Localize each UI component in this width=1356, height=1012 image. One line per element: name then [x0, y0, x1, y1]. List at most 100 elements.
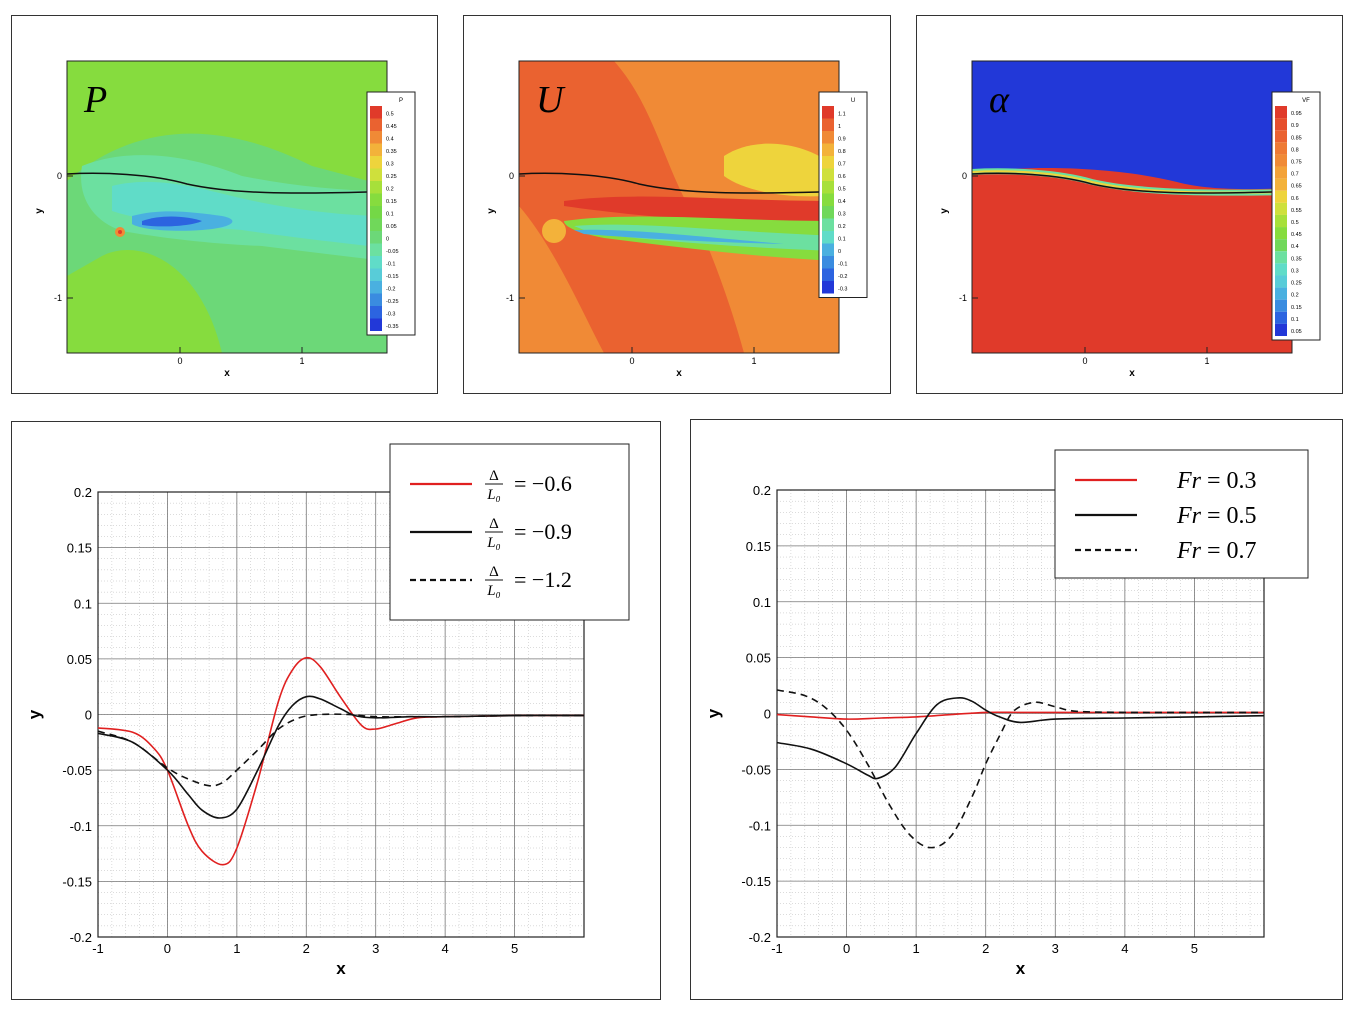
colorbar-swatch	[370, 156, 382, 169]
y-tick-label: 0	[962, 171, 967, 181]
x-tick-label: 0	[843, 941, 850, 956]
y-axis-label: y	[34, 208, 45, 214]
legend-entry-label: = 0.3	[1207, 468, 1257, 494]
legend-entry-label: = 0.7	[1207, 538, 1257, 564]
field-volume-fraction	[971, 61, 1293, 353]
chart-panel-froude: -1 0 1 2 3 4 5 0.2 0.15 0.1 0.05 0 -0.05 -0.1 -0.15 -0.…	[690, 419, 1343, 1000]
colorbar-level-label: -0.2	[838, 274, 847, 280]
colorbar-swatch	[370, 106, 382, 119]
colorbar-level-label: 0.1	[386, 211, 394, 217]
colorbar-title: VF	[1302, 98, 1310, 104]
colorbar-swatch	[1275, 166, 1287, 179]
x-tick-label: 2	[303, 941, 310, 956]
y-tick-label: -0.05	[741, 762, 771, 777]
colorbar-swatch	[1275, 323, 1287, 336]
colorbar-level-label: 0.65	[1291, 184, 1302, 190]
x-tick-label: 1	[913, 941, 920, 956]
colorbar-swatch	[370, 293, 382, 306]
legend-fraction-numerator: Δ	[489, 564, 499, 580]
colorbar-level-label: 0.4	[838, 199, 846, 205]
colorbar-swatch	[370, 131, 382, 144]
colorbar-level-label: 0	[386, 236, 389, 242]
x-axis-label: x	[1016, 959, 1026, 978]
legend-fraction-denominator: L₀	[486, 535, 501, 551]
y-axis-label: y	[25, 709, 44, 719]
colorbar-swatch	[822, 118, 834, 131]
colorbar-swatch	[1275, 251, 1287, 264]
x-tick-label: 4	[442, 941, 449, 956]
colorbar-volume-fraction: VF 0.95 0.9 0.85 0.8 0.75 0.7 0.65 0.6 0.55 0.5 0.4…	[1271, 91, 1321, 341]
colorbar-swatch	[370, 256, 382, 269]
legend: Fr = 0.3Fr = 0.5Fr = 0.7	[1054, 449, 1309, 579]
y-tick-label: 0	[57, 171, 62, 181]
line-chart-froude: -1 0 1 2 3 4 5 0.2 0.15 0.1 0.05 0 -0.05 -0.1 -0.15 -0.…	[704, 449, 1309, 978]
x-tick-label: 1	[1204, 356, 1209, 366]
colorbar-swatch	[1275, 178, 1287, 191]
colorbar-swatch	[822, 131, 834, 144]
colorbar-level-label: 0.2	[1291, 293, 1299, 299]
colorbar-swatch	[1275, 263, 1287, 276]
colorbar-level-label: 0.35	[386, 149, 397, 155]
colorbar-level-label: 0.5	[1291, 220, 1299, 226]
y-tick-label: -1	[506, 293, 514, 303]
colorbar-level-label: 0.5	[838, 186, 846, 192]
x-tick-label: -1	[771, 941, 783, 956]
x-tick-label: 1	[233, 941, 240, 956]
y-tick-label: -0.2	[70, 930, 92, 945]
colorbar-level-label: 1.1	[838, 111, 846, 117]
colorbar-level-label: 0.45	[386, 124, 397, 130]
x-axis-label: x	[676, 368, 682, 379]
y-tick-label: 0.15	[746, 539, 771, 554]
colorbar-level-label: -0.2	[386, 286, 395, 292]
y-tick-label: -0.1	[70, 819, 92, 834]
colorbar-swatch	[1275, 154, 1287, 167]
y-tick-label: -0.05	[62, 763, 92, 778]
y-tick-label: 0.05	[67, 652, 92, 667]
x-tick-label: 0	[629, 356, 634, 366]
colorbar-swatch	[370, 181, 382, 194]
legend-fraction-denominator: L₀	[486, 583, 501, 599]
colorbar-velocity: U 1.1 1 0.9 0.8 0.7 0.6 0.5 0.4 0.3 0.2 0.1 0 -0.1 -0.…	[818, 91, 868, 298]
colorbar-level-label: 0.7	[1291, 172, 1299, 178]
colorbar-swatch	[822, 218, 834, 231]
colorbar-level-label: -0.25	[386, 299, 399, 305]
colorbar-level-label: 0.1	[838, 236, 846, 242]
y-tick-label: -0.15	[741, 874, 771, 889]
field-symbol-volume-fraction: α	[989, 79, 1010, 121]
colorbar-level-label: 1	[838, 124, 841, 130]
colorbar-level-label: 0.05	[1291, 329, 1302, 335]
colorbar-level-label: 0.3	[386, 161, 394, 167]
x-tick-label: 0	[1082, 356, 1087, 366]
series-line-1	[97, 656, 585, 866]
colorbar-level-label: 0.05	[386, 224, 397, 230]
y-tick-label: -1	[54, 293, 62, 303]
y-tick-label: 0	[764, 707, 771, 722]
contour-panel-volume-fraction: 0 1 0 -1 x y α VF 0.95 0.9 0.85 0.8 0.75 0.7 0.65 0.6…	[916, 15, 1343, 394]
colorbar-level-label: 0.9	[838, 136, 846, 142]
x-axis-label: x	[224, 368, 230, 379]
colorbar-swatch	[370, 206, 382, 219]
colorbar-level-label: 0.55	[1291, 208, 1302, 214]
x-axis-label: x	[336, 959, 346, 978]
y-tick-label: -0.2	[749, 930, 771, 945]
colorbar-swatch	[1275, 299, 1287, 312]
y-tick-label: -0.15	[62, 874, 92, 889]
colorbar-title: U	[851, 98, 855, 104]
colorbar-level-label: 0.2	[386, 186, 394, 192]
x-tick-label: 4	[1121, 941, 1128, 956]
colorbar-level-label: -0.1	[386, 261, 395, 267]
legend-fraction-numerator: Δ	[489, 516, 499, 532]
colorbar-swatch	[822, 231, 834, 244]
field-symbol-velocity: U	[536, 79, 566, 121]
colorbar-swatch	[822, 256, 834, 269]
colorbar-swatch	[822, 206, 834, 219]
colorbar-level-label: 0.4	[1291, 244, 1299, 250]
y-tick-label: 0.05	[746, 651, 771, 666]
axes-velocity: 0 1 0 -1 x y	[486, 60, 840, 379]
colorbar-swatch	[1275, 214, 1287, 228]
legend-entry-label: = −0.9	[514, 519, 572, 544]
colorbar-level-label: 0.1	[1291, 317, 1299, 323]
colorbar-swatch	[822, 281, 834, 294]
colorbar-level-label: 0.4	[386, 136, 394, 142]
colorbar-level-label: 0.35	[1291, 256, 1302, 262]
